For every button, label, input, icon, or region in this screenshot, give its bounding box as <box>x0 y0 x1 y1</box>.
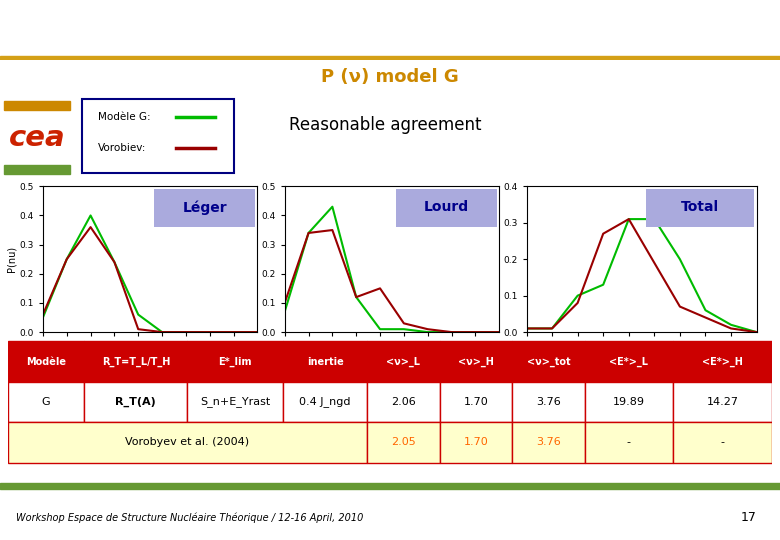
Bar <box>84 341 187 382</box>
X-axis label: ν: ν <box>638 352 645 365</box>
Bar <box>283 382 367 422</box>
Text: E*_lim: E*_lim <box>218 356 252 367</box>
FancyBboxPatch shape <box>154 189 255 227</box>
Bar <box>512 341 585 382</box>
Text: 19.89: 19.89 <box>613 397 645 407</box>
Text: Vorobyev et al. (2004): Vorobyev et al. (2004) <box>126 437 250 447</box>
Bar <box>673 422 772 463</box>
X-axis label: ν: ν <box>388 352 395 365</box>
Bar <box>585 422 673 463</box>
Bar <box>0 483 780 489</box>
Text: -: - <box>721 437 725 447</box>
Text: Modèle G:: Modèle G: <box>98 112 150 122</box>
Bar <box>512 422 585 463</box>
Text: 3.76: 3.76 <box>536 397 561 407</box>
Bar <box>4 165 70 174</box>
Text: <ν>_L: <ν>_L <box>386 356 420 367</box>
Text: Reasonable agreement: Reasonable agreement <box>289 116 481 134</box>
Text: 1.70: 1.70 <box>463 437 488 447</box>
Text: 2.06: 2.06 <box>391 397 416 407</box>
Text: P (ν) model G: P (ν) model G <box>321 69 459 86</box>
Text: 14.27: 14.27 <box>707 397 739 407</box>
Text: inertie: inertie <box>307 356 343 367</box>
Bar <box>283 341 367 382</box>
Text: 2.05: 2.05 <box>391 437 416 447</box>
Text: <ν>_H: <ν>_H <box>458 356 494 367</box>
X-axis label: ν: ν <box>147 352 154 365</box>
Bar <box>8 382 84 422</box>
FancyBboxPatch shape <box>82 99 234 173</box>
Text: G: G <box>41 397 51 407</box>
Text: -: - <box>627 437 631 447</box>
Bar <box>0 56 780 60</box>
Text: cea: cea <box>9 124 66 152</box>
Bar <box>440 422 512 463</box>
Bar <box>4 102 70 110</box>
Bar <box>673 341 772 382</box>
Bar <box>187 341 283 382</box>
Text: 3.76: 3.76 <box>536 437 561 447</box>
Text: R_T(A): R_T(A) <box>115 397 156 407</box>
Bar <box>585 382 673 422</box>
Bar <box>8 341 84 382</box>
Y-axis label: P(nu): P(nu) <box>7 246 16 272</box>
Text: <ν>_tot: <ν>_tot <box>526 356 570 367</box>
Text: <E*>_L: <E*>_L <box>609 356 648 367</box>
Bar <box>512 382 585 422</box>
Bar <box>440 341 512 382</box>
Bar <box>84 382 187 422</box>
FancyBboxPatch shape <box>396 189 497 227</box>
Text: 0.4 J_ngd: 0.4 J_ngd <box>300 396 351 408</box>
Text: R_T=T_L/T_H: R_T=T_L/T_H <box>101 356 170 367</box>
Bar <box>585 341 673 382</box>
Text: Modèle: Modèle <box>26 356 66 367</box>
Bar <box>440 382 512 422</box>
Text: Workshop Espace de Structure Nucléaire Théorique / 12-16 April, 2010: Workshop Espace de Structure Nucléaire T… <box>16 512 363 523</box>
Text: S_n+E_Yrast: S_n+E_Yrast <box>200 396 271 408</box>
Text: Total: Total <box>681 200 719 214</box>
Text: Léger: Léger <box>183 200 227 215</box>
Bar <box>367 341 440 382</box>
Text: 1.70: 1.70 <box>463 397 488 407</box>
Text: Vorobiev:: Vorobiev: <box>98 143 146 153</box>
Bar <box>673 382 772 422</box>
Bar <box>187 382 283 422</box>
FancyBboxPatch shape <box>646 189 754 227</box>
Bar <box>367 422 440 463</box>
Bar <box>8 422 367 463</box>
Text: 17: 17 <box>741 511 757 524</box>
Text: <E*>_H: <E*>_H <box>702 356 743 367</box>
Bar <box>367 382 440 422</box>
Text: Preliminary results: Preliminary results <box>544 22 768 42</box>
Text: Lourd: Lourd <box>424 200 470 214</box>
